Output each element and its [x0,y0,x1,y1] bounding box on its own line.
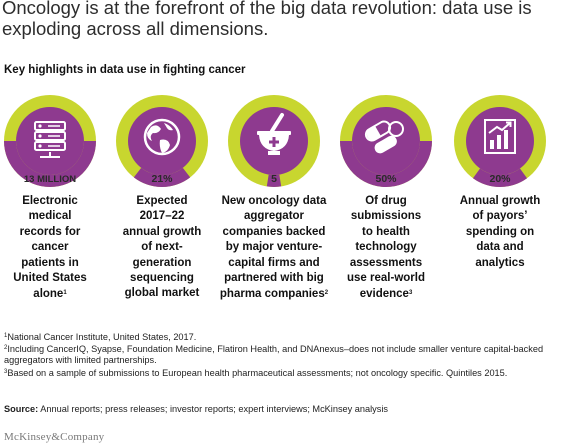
badge-fill-segment [266,174,282,187]
footnote: 1National Cancer Institute, United State… [4,331,559,343]
label-line: of next- [141,241,183,254]
globe-icon [143,118,181,156]
badge-donut: 50% [340,95,432,187]
label-line: to health [362,225,410,238]
badge-value: 20% [489,173,511,185]
label-line: New oncology data [221,195,327,207]
footnote-text: Based on a sample of submissions to Euro… [7,367,508,378]
footnote-number: 2 [4,345,8,352]
badge-fill-segment [340,141,432,187]
label-line: 2017–22 [139,210,185,223]
label-line: medical [28,210,72,223]
footnote-ref: 3 [408,290,413,297]
brand-logo: McKinsey&Company [4,431,105,443]
badge-fill-segment [4,141,96,187]
label-line: Expected [136,195,188,207]
footnote-number: 3 [4,368,8,375]
highlight-label: Electronic medical records for cancer patien… [0,194,115,303]
footnote: 2Including CancerIQ, Syapse, Foundation … [4,343,559,366]
pills-icon [364,120,404,154]
highlight-badges: 13 MILLION 21% 5 50% 20% [0,93,567,193]
footnote-text: National Cancer Institute, United States… [7,332,197,342]
footnotes: 1National Cancer Institute, United State… [4,331,559,379]
highlight-badge: 13 MILLION [2,93,98,189]
label-line: generation [132,256,192,269]
badge-donut: 5 [228,95,320,187]
label-line: annual growth [122,225,202,238]
label-line: technology [355,241,417,254]
label-line: Annual growth [459,195,541,207]
highlight-label: Of drug submissions to health technology ass… [321,194,451,303]
footnote-text: Including CancerIQ, Syapse, Foundation M… [4,344,544,366]
label-line: alone1 [33,288,67,301]
subtitle: Key highlights in data use in fighting c… [4,64,246,76]
source-text: Annual reports; press releases; investor… [40,404,389,414]
label-line: data and [476,241,524,254]
footnote: 3Based on a sample of submissions to Eur… [4,367,559,379]
highlight-badge: 5 [226,93,322,189]
highlight-badge: 20% [452,93,548,189]
label-line: evidence3 [359,288,413,301]
highlight-labels: Electronic medical records for cancer patien… [0,194,567,314]
footnote-ref: 1 [63,290,67,297]
label-line: by major venture- [225,241,323,254]
label-line: global market [124,287,200,300]
badge-value: 5 [271,173,277,185]
label-line: patients in [21,256,79,269]
footnote-ref: 2 [324,290,329,297]
label-line: United States [13,272,87,285]
label-line: spending on [465,225,535,238]
label-line: records for [19,225,81,238]
footnote-number: 1 [4,333,8,339]
label-line: cancer [31,241,69,254]
label-line: sequencing [130,272,194,285]
label-line: aggregator [243,210,305,223]
badge-donut: 13 MILLION [4,95,96,187]
badge-donut: 21% [116,95,208,187]
label-line: capital firms and [228,256,320,269]
highlight-badge: 21% [114,93,210,189]
label-line: pharma companies2 [219,288,329,301]
label-line: Electronic [22,195,78,207]
label-line: of payors’ [472,210,528,223]
source-label: Source: [4,404,39,414]
badge-fill-segment [472,168,528,187]
label-line: companies backed [222,225,326,238]
label-line: analytics [475,256,525,269]
label-line: submissions [350,210,422,223]
label-line: use real-world [347,272,425,285]
badge-value: 21% [151,173,173,185]
mortar-pestle-icon [257,113,291,155]
source-line: Source: Annual reports; press releases; … [4,404,388,414]
page-title: Oncology is at the forefront of the big … [2,0,532,39]
label-line: assessments [349,256,423,269]
server-icon [34,121,66,158]
highlight-label: Annual growth of payors’ spending on data a… [435,194,565,271]
badge-fill-segment [133,167,191,187]
badge-value: 50% [375,173,397,185]
badge-donut: 20% [454,95,546,187]
badge-value: 13 MILLION [24,174,76,185]
highlight-label: Expected 2017–22 annual growth of next-gene… [97,194,227,302]
label-line: Of drug [365,195,407,207]
bar-chart-icon [484,119,516,154]
highlight-label: New oncology data aggregator companies bac… [209,194,339,303]
label-line: partnered with big [224,272,324,285]
highlight-badge: 50% [338,93,434,189]
